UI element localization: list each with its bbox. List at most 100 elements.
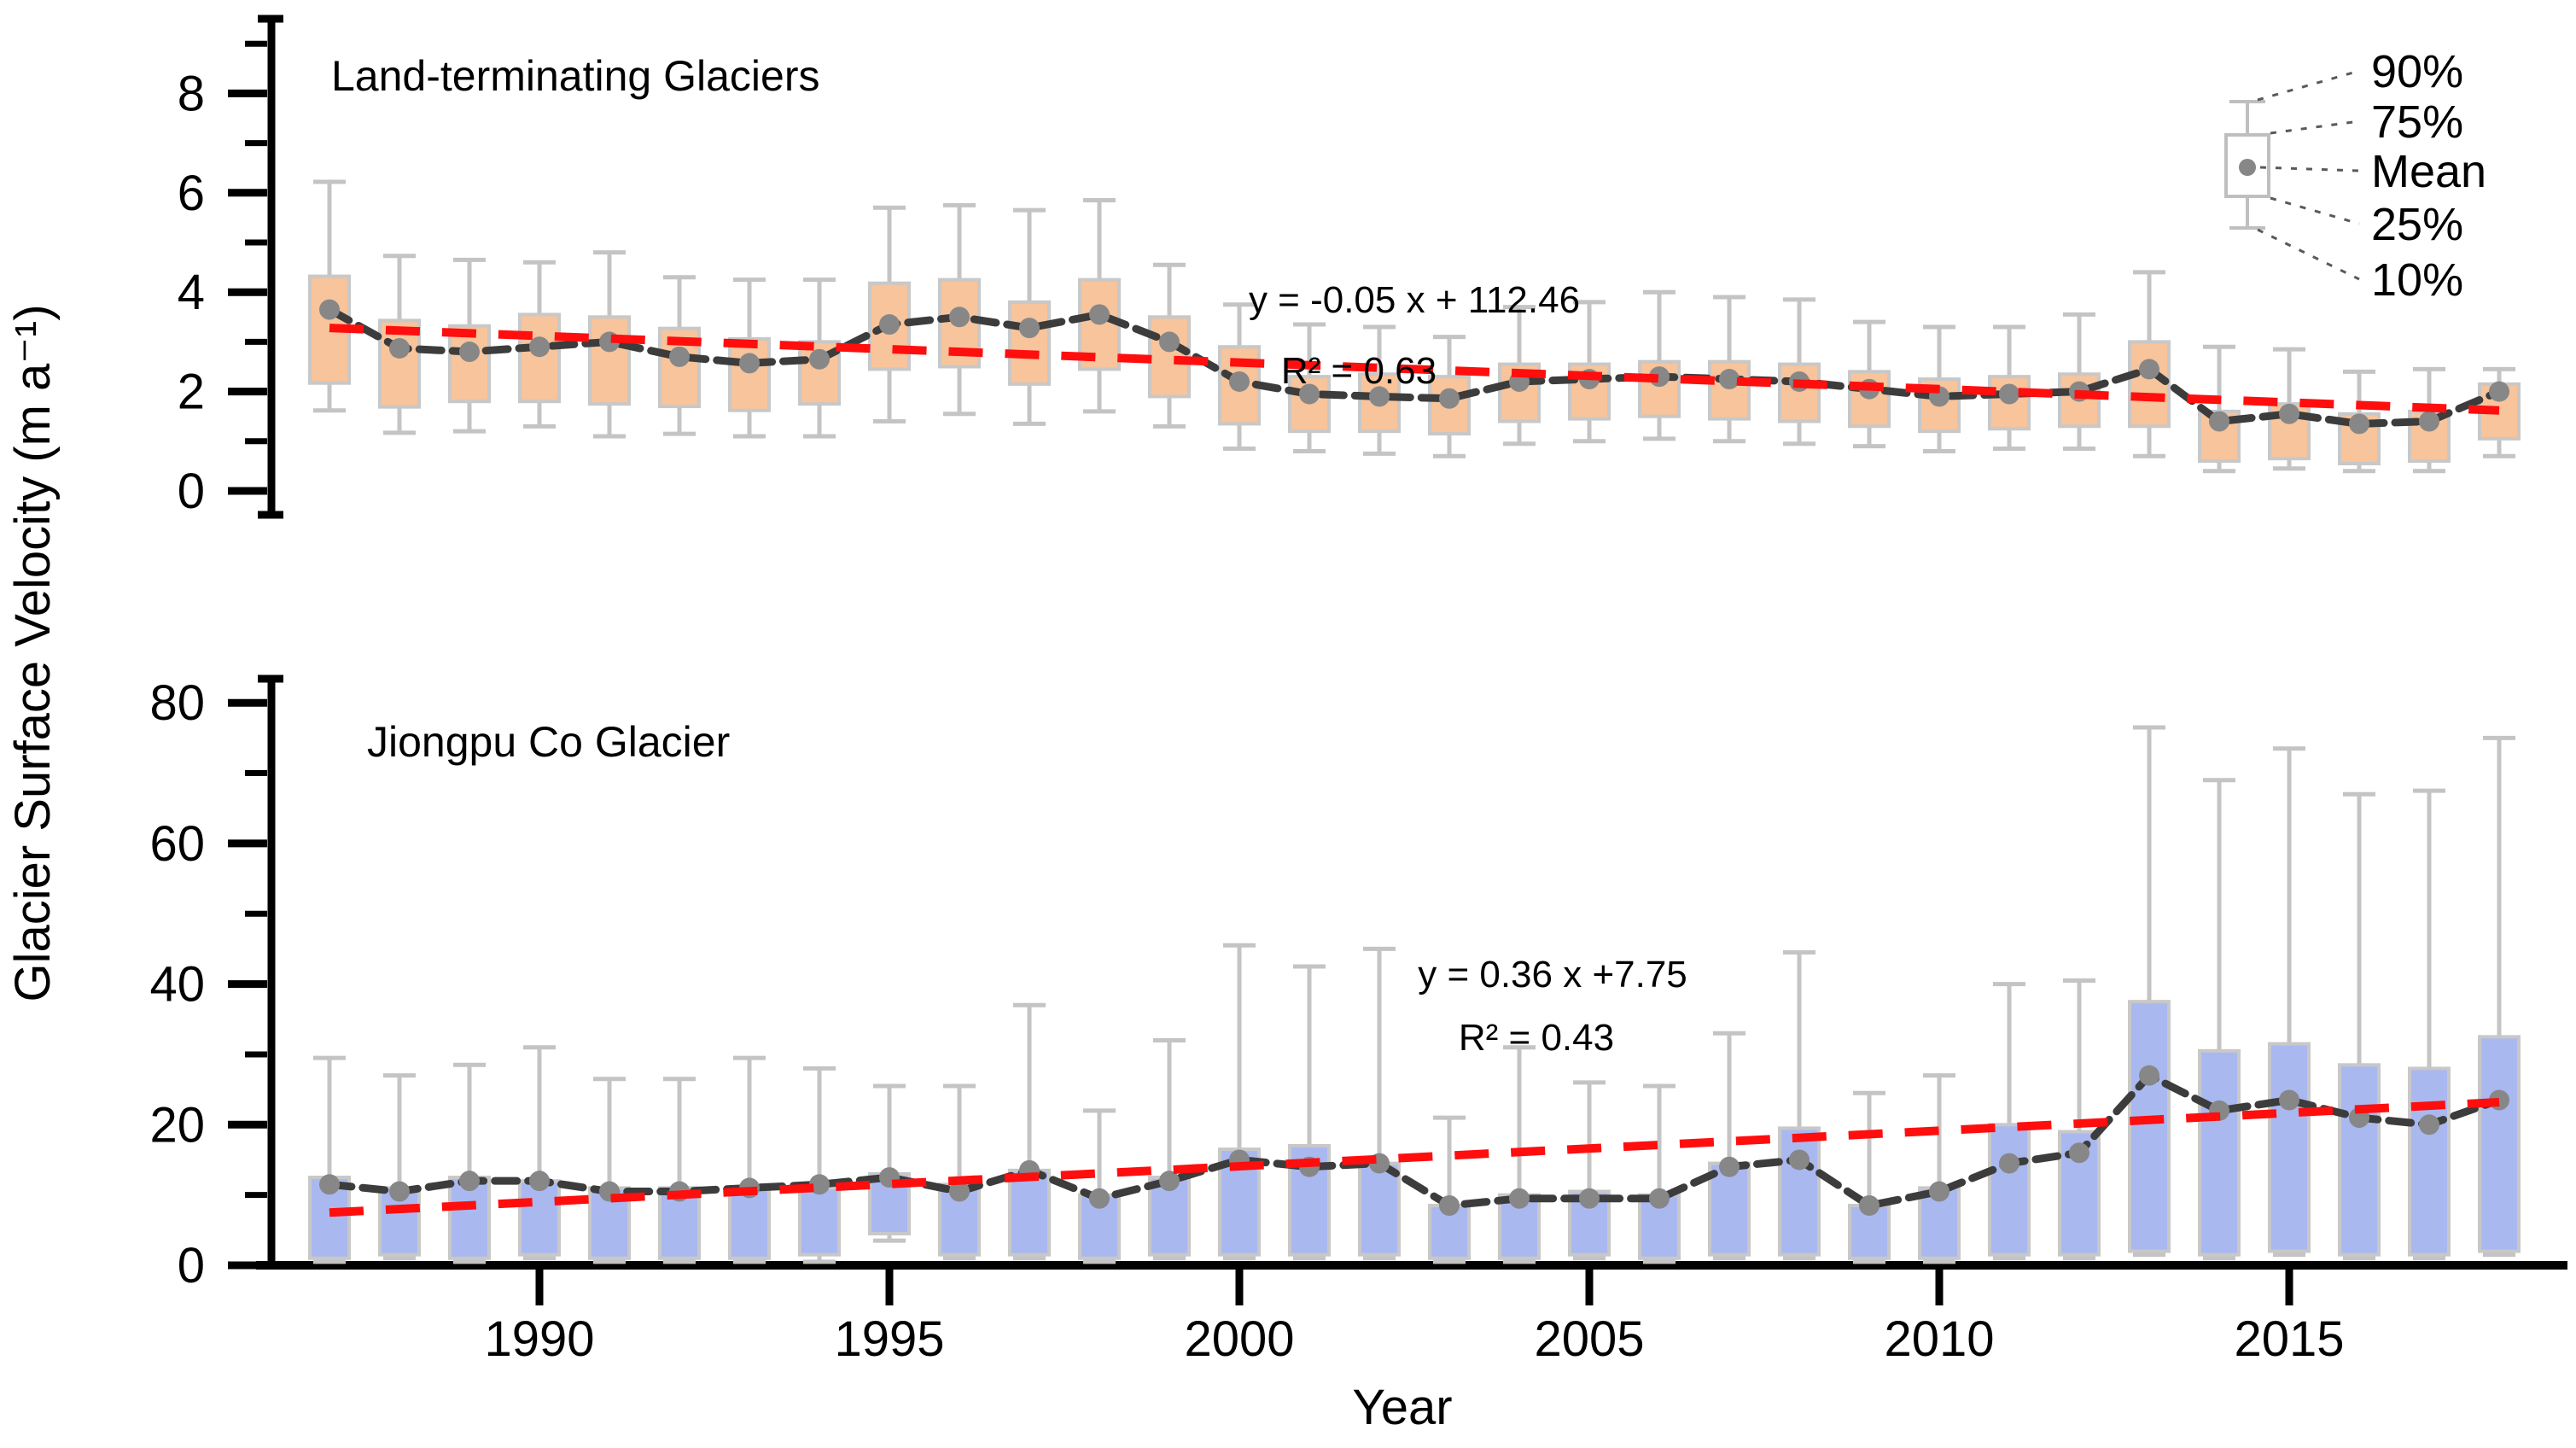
mean-dot-2011 [1999, 383, 2019, 405]
top-panel-geometry [308, 179, 2521, 474]
mean-dot-2000 [1229, 371, 1250, 392]
mean-dot-1987 [319, 1174, 340, 1195]
x-tick-label-2000: 2000 [1184, 1311, 1294, 1367]
axes [228, 15, 2567, 1305]
mean-dot-1999 [1159, 1171, 1180, 1192]
box-2002 [1358, 1161, 1401, 1257]
y-tick-label-p1-80: 80 [149, 675, 205, 731]
mean-dot-2017 [2419, 1114, 2439, 1136]
mean-dot-2018 [2489, 381, 2509, 402]
box-2011 [1988, 1123, 2031, 1257]
mean-dot-1988 [389, 337, 410, 359]
mean-dot-2004 [1509, 1188, 1530, 1209]
legend-label-75: 75% [2371, 96, 2463, 148]
box-2016 [2338, 1063, 2381, 1257]
box-2008 [1778, 1126, 1821, 1257]
mean-dot-2003 [1439, 388, 1460, 409]
box-1990 [518, 312, 561, 404]
y-tick-label-p0-0: 0 [178, 464, 205, 519]
mean-dot-2005 [1579, 1188, 1600, 1209]
y-tick-label-p1-0: 0 [178, 1238, 205, 1293]
y-tick-label-p1-60: 60 [149, 816, 205, 872]
legend-label-mean: Mean [2371, 146, 2486, 197]
mean-dot-2015 [2279, 1089, 2299, 1111]
mean-dot-1999 [1159, 331, 1180, 353]
mean-dot-2001 [1299, 383, 1320, 405]
box-2014 [2198, 1048, 2241, 1257]
mean-dot-2016 [2349, 413, 2369, 435]
mean-dot-2002 [1369, 386, 1390, 407]
box-1991 [588, 315, 631, 406]
bottom-panel-title: Jiongpu Co Glacier [367, 718, 730, 766]
mean-dot-2006 [1649, 1188, 1670, 1209]
mean-dot-2011 [1999, 1153, 2019, 1174]
trend-line [329, 324, 2500, 415]
mean-line [325, 306, 2503, 428]
box-2009 [1848, 1204, 1891, 1260]
mean-dot-1994 [809, 348, 830, 370]
boxplot-legend-glyph [2224, 69, 2360, 281]
bottom-regression-r2: R² = 0.43 [1459, 1017, 1614, 1059]
box-2001 [1288, 375, 1331, 434]
mean-dot-1994 [809, 1174, 830, 1195]
box-1990 [518, 1179, 561, 1257]
y-tick-label-p0-4: 4 [178, 265, 205, 320]
box-2008 [1778, 362, 1821, 423]
mean-dot-2010 [1929, 1181, 1949, 1202]
mean-dot-2007 [1719, 1156, 1740, 1177]
mean-dot-1989 [459, 1171, 480, 1192]
x-tick-label-1995: 1995 [834, 1311, 944, 1367]
x-tick-label-1990: 1990 [484, 1311, 594, 1367]
box-2015 [2268, 1042, 2311, 1253]
mean-dot-2015 [2279, 403, 2299, 424]
mean-dot-2017 [2419, 411, 2439, 432]
legend-connector-25 [2270, 196, 2360, 225]
top-panel-title: Land-terminating Glaciers [331, 52, 820, 100]
mean-dot-1990 [529, 336, 550, 358]
y-tick-label-p1-40: 40 [149, 957, 205, 1013]
legend-label-90: 90% [2371, 46, 2463, 97]
mean-dot-1996 [949, 1181, 970, 1202]
legend-connector-90 [2257, 69, 2360, 102]
box-1993 [728, 336, 771, 412]
top-regression-r2: R² = 0.63 [1281, 350, 1437, 392]
x-tick-label-2010: 2010 [1884, 1311, 1994, 1367]
mean-dot-1996 [949, 307, 970, 328]
mean-dot-2008 [1789, 1149, 1810, 1171]
mean-dot-1992 [669, 346, 690, 367]
legend-connector-75 [2270, 120, 2360, 135]
box-1994 [798, 1186, 841, 1257]
legend-mean-dot [2239, 159, 2256, 176]
mean-dot-2007 [1719, 369, 1740, 390]
mean-dot-2003 [1439, 1195, 1460, 1217]
trend-line [329, 1097, 2500, 1217]
mean-dot-1997 [1019, 318, 1040, 339]
box-1997 [1008, 300, 1051, 386]
mean-dot-2009 [1859, 1195, 1880, 1217]
box-1997 [1008, 1168, 1051, 1257]
mean-dot-1998 [1089, 1188, 1110, 1209]
box-1993 [728, 1186, 771, 1260]
mean-dot-2013 [2139, 1065, 2159, 1086]
mean-dot-2012 [2069, 1142, 2089, 1164]
mean-dot-1998 [1089, 304, 1110, 325]
mean-dot-1987 [319, 299, 340, 320]
mean-dot-1993 [739, 353, 760, 374]
y-axis-title: Glacier Surface Velocity (m a⁻¹) [5, 304, 61, 1001]
x-axis-title: Year [1352, 1380, 1452, 1435]
box-2013 [2128, 1000, 2171, 1253]
y-tick-label-p0-8: 8 [178, 66, 205, 121]
box-1989 [448, 324, 491, 404]
legend-connector-mean [2259, 166, 2360, 172]
box-2018 [2478, 1035, 2521, 1253]
legend-label-10: 10% [2371, 254, 2463, 306]
y-tick-label-p0-6: 6 [178, 166, 205, 221]
bottom-panel-geometry [308, 725, 2521, 1264]
x-tick-label-2015: 2015 [2234, 1311, 2344, 1367]
mean-dot-2013 [2139, 359, 2159, 380]
y-tick-label-p0-2: 2 [178, 365, 205, 420]
y-tick-label-p1-20: 20 [149, 1097, 205, 1153]
